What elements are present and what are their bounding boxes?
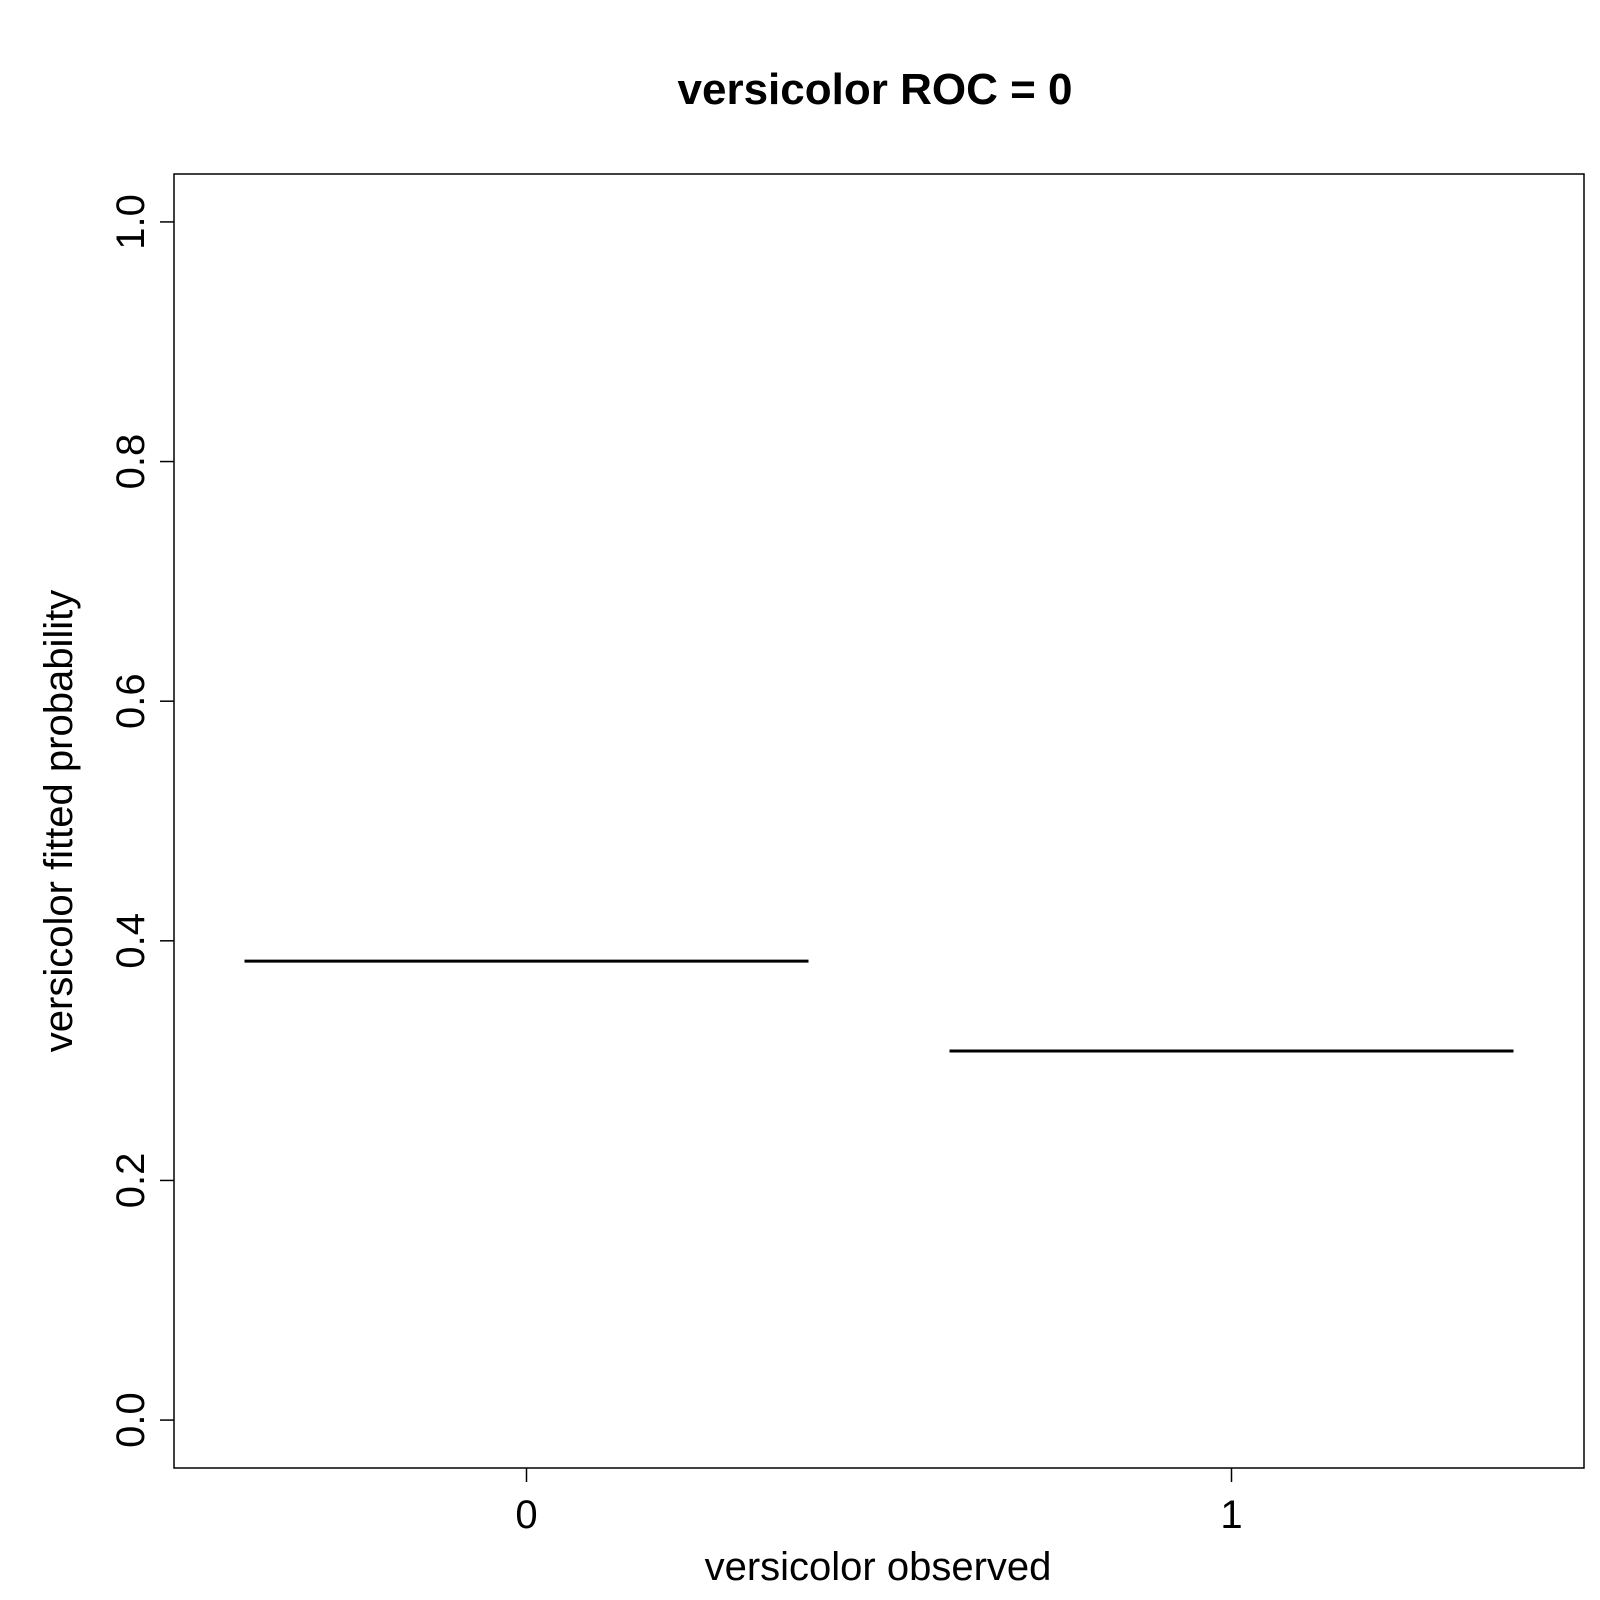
- y-axis-label: versicolor fitted probability: [37, 590, 81, 1052]
- x-tick-label: 1: [1220, 1493, 1242, 1537]
- y-tick-label: 0.6: [109, 673, 153, 729]
- chart-title: versicolor ROC = 0: [678, 65, 1073, 114]
- y-tick-label: 0.0: [109, 1392, 153, 1448]
- x-axis-label: versicolor observed: [705, 1545, 1052, 1589]
- boxplot-medians: [244, 959, 1514, 1053]
- y-tick-label: 0.2: [109, 1153, 153, 1209]
- y-tick-label: 1.0: [109, 194, 153, 250]
- plot-frame: [173, 173, 1585, 1469]
- y-axis: 0.0 0.2 0.4 0.6 0.8 1.0: [109, 194, 174, 1448]
- y-tick-label: 0.4: [109, 913, 153, 969]
- x-tick-label: 0: [515, 1493, 537, 1537]
- y-tick-label: 0.8: [109, 434, 153, 490]
